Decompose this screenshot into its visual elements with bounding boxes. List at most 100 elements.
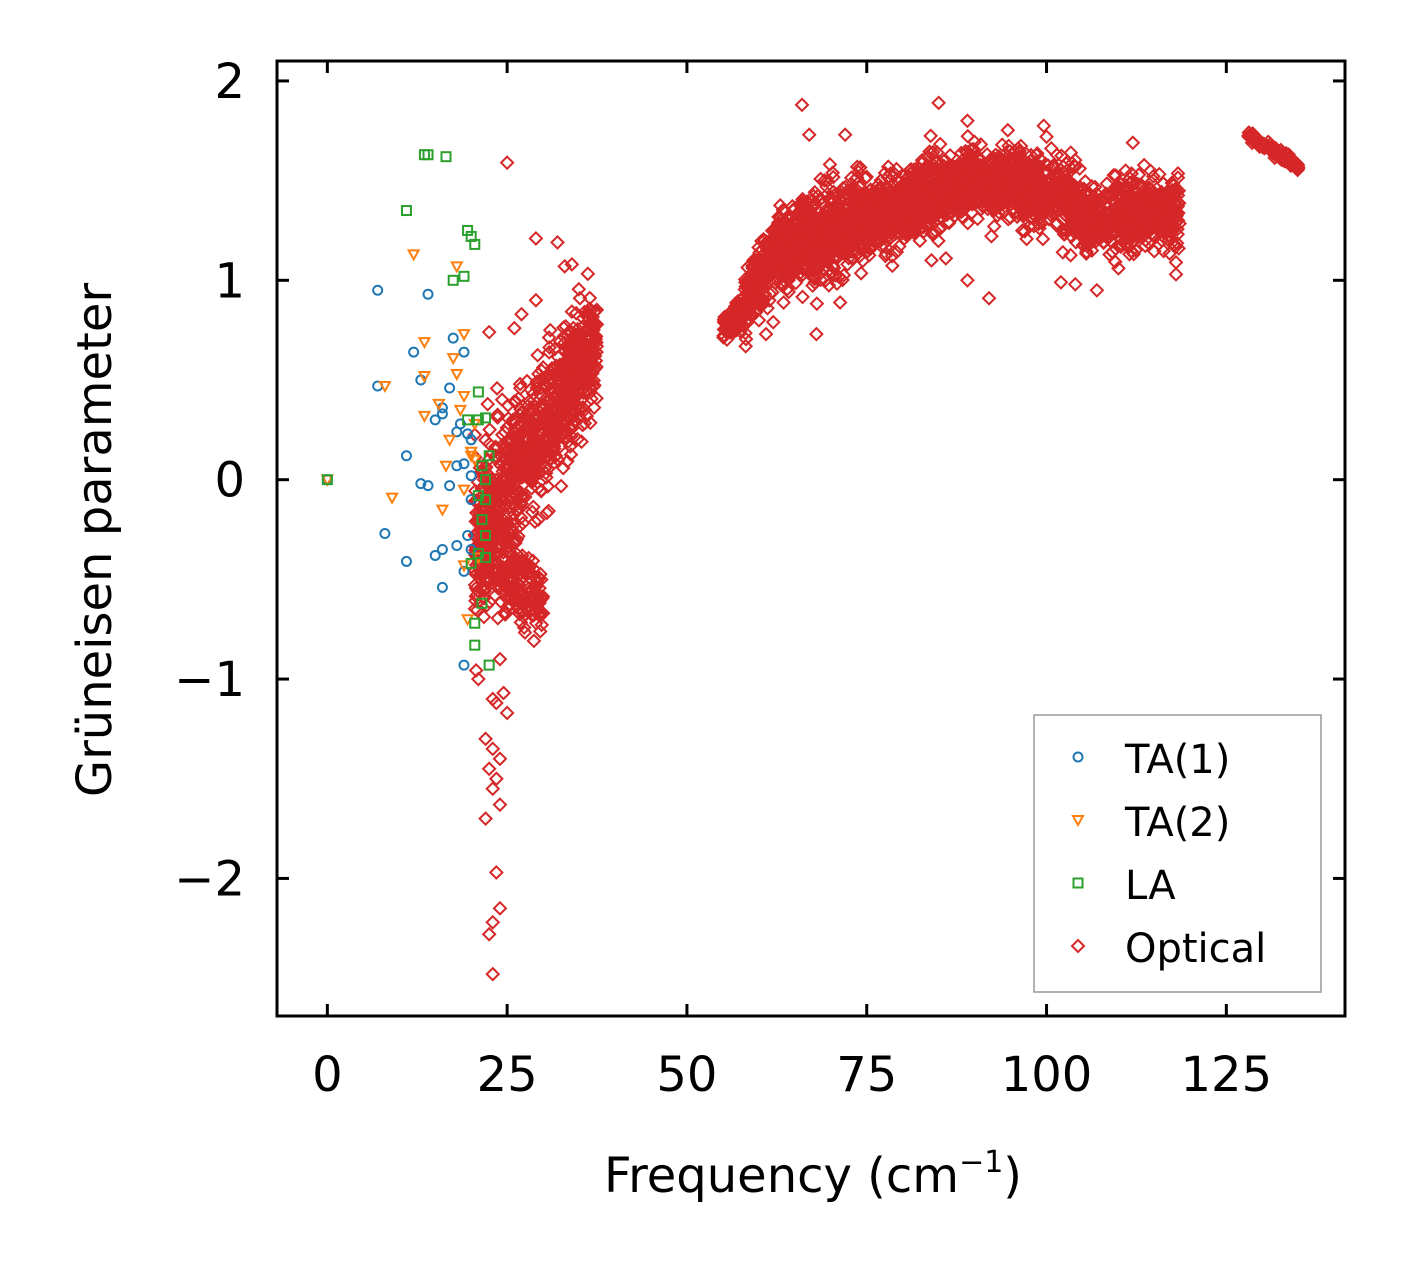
point-optical bbox=[928, 186, 944, 202]
point-ta1 bbox=[444, 382, 456, 394]
point-optical bbox=[1079, 244, 1094, 260]
point-optical bbox=[939, 207, 955, 223]
point-optical bbox=[492, 651, 508, 667]
point-optical bbox=[560, 434, 576, 449]
point-optical bbox=[511, 519, 527, 534]
point-optical bbox=[823, 265, 839, 281]
point-ta1 bbox=[408, 346, 420, 358]
point-optical bbox=[820, 224, 836, 240]
point-optical bbox=[840, 256, 855, 272]
point-optical bbox=[1254, 135, 1269, 151]
point-optical bbox=[501, 493, 517, 508]
point-optical bbox=[1161, 227, 1177, 243]
point-optical bbox=[538, 398, 554, 414]
point-ta2 bbox=[406, 249, 421, 262]
point-optical bbox=[1108, 168, 1124, 183]
point-optical bbox=[1129, 184, 1145, 200]
point-optical bbox=[488, 451, 504, 467]
point-la bbox=[447, 274, 459, 286]
point-optical bbox=[490, 487, 506, 502]
point-optical bbox=[737, 325, 753, 341]
point-optical bbox=[534, 617, 550, 633]
point-optical bbox=[995, 196, 1011, 212]
point-optical bbox=[510, 528, 526, 544]
point-optical bbox=[499, 705, 515, 721]
point-optical bbox=[520, 561, 536, 577]
plot-frame bbox=[275, 59, 1347, 1018]
legend-label-ta2: TA(2) bbox=[1124, 800, 1230, 846]
point-ta1 bbox=[458, 346, 470, 358]
point-optical bbox=[931, 95, 947, 111]
point-optical bbox=[781, 284, 797, 300]
point-optical bbox=[553, 382, 568, 398]
point-optical bbox=[783, 246, 799, 262]
y-tick-label: 0 bbox=[214, 453, 245, 509]
point-optical bbox=[1095, 217, 1111, 233]
point-la bbox=[483, 659, 495, 671]
point-optical bbox=[758, 326, 774, 342]
point-optical bbox=[1065, 186, 1081, 202]
point-optical bbox=[562, 362, 578, 378]
point-optical bbox=[476, 609, 492, 625]
point-optical bbox=[1039, 129, 1054, 145]
point-optical bbox=[1111, 197, 1126, 212]
point-optical bbox=[716, 321, 732, 337]
point-optical bbox=[1077, 230, 1093, 246]
point-ta1 bbox=[462, 530, 474, 542]
point-optical bbox=[539, 448, 554, 464]
point-optical bbox=[485, 914, 501, 930]
point-optical bbox=[1002, 164, 1018, 179]
point-la bbox=[472, 490, 484, 502]
point-optical bbox=[808, 326, 824, 342]
point-optical bbox=[1121, 230, 1136, 246]
point-optical bbox=[895, 215, 911, 231]
point-optical bbox=[1122, 175, 1138, 191]
point-optical bbox=[1273, 142, 1289, 158]
point-optical bbox=[526, 633, 542, 649]
point-optical bbox=[877, 165, 893, 181]
point-optical bbox=[1034, 215, 1050, 231]
point-optical bbox=[821, 277, 837, 293]
legend-marker-ta2 bbox=[1071, 815, 1085, 828]
point-optical bbox=[1146, 199, 1162, 215]
point-optical bbox=[492, 797, 508, 813]
point-optical bbox=[1118, 229, 1134, 245]
point-optical bbox=[517, 591, 533, 607]
point-la bbox=[483, 450, 495, 462]
x-axis-title-superscript: −1 bbox=[959, 1145, 1003, 1180]
point-optical bbox=[925, 177, 941, 193]
point-optical bbox=[1089, 282, 1105, 298]
point-optical bbox=[914, 188, 930, 204]
point-optical bbox=[1028, 198, 1044, 213]
point-optical bbox=[884, 248, 900, 264]
point-optical bbox=[889, 183, 904, 199]
point-ta1 bbox=[444, 480, 456, 492]
point-optical bbox=[542, 340, 557, 355]
point-optical bbox=[925, 203, 940, 219]
point-optical bbox=[481, 324, 497, 340]
point-ta2 bbox=[450, 369, 464, 382]
point-optical bbox=[572, 345, 587, 361]
point-optical bbox=[530, 347, 546, 363]
point-optical bbox=[779, 281, 795, 297]
point-optical bbox=[977, 172, 993, 188]
point-optical bbox=[550, 235, 565, 250]
point-optical bbox=[751, 254, 767, 270]
point-optical bbox=[513, 451, 528, 466]
point-optical bbox=[970, 211, 986, 227]
point-optical bbox=[878, 239, 894, 255]
point-optical bbox=[878, 246, 894, 262]
point-optical bbox=[960, 113, 975, 129]
point-optical bbox=[515, 515, 531, 531]
point-optical bbox=[1046, 157, 1062, 173]
point-ta1 bbox=[451, 460, 463, 472]
point-la bbox=[400, 205, 412, 217]
point-la bbox=[462, 414, 474, 426]
point-optical bbox=[740, 260, 756, 275]
legend-markers bbox=[1070, 751, 1086, 954]
point-optical bbox=[994, 168, 1010, 184]
point-optical bbox=[830, 234, 846, 250]
point-optical bbox=[837, 213, 853, 229]
point-ta1 bbox=[436, 581, 448, 593]
point-optical bbox=[481, 761, 497, 777]
